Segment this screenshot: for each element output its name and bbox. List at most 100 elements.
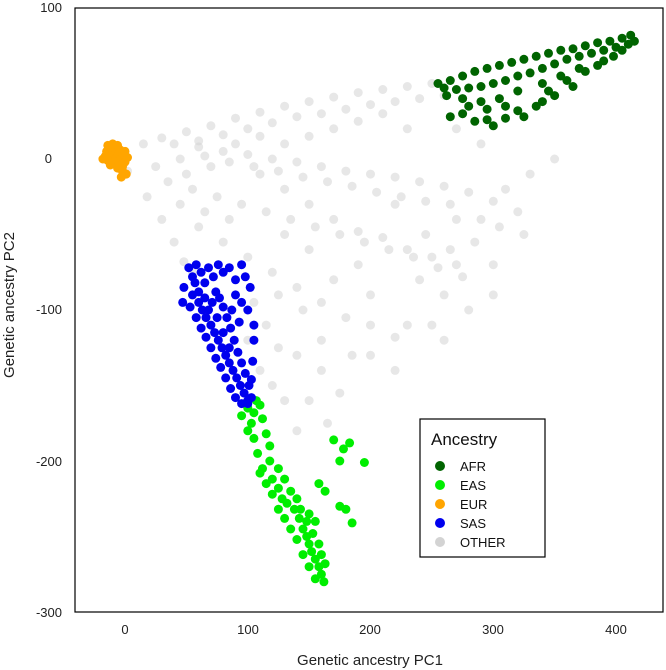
point-sas-1 — [184, 263, 194, 273]
point-sas-59 — [243, 305, 253, 315]
point-sas-65 — [190, 278, 200, 288]
point-eas-33 — [261, 479, 271, 489]
point-other-108 — [494, 222, 504, 232]
point-other-23 — [267, 154, 277, 164]
point-other-112 — [292, 426, 302, 436]
point-other-135 — [445, 199, 455, 209]
point-sas-11 — [231, 275, 240, 285]
legend-label-eur: EUR — [460, 497, 487, 512]
point-afr-55 — [464, 101, 474, 111]
point-other-48 — [218, 237, 228, 247]
point-other-72 — [378, 109, 388, 119]
point-other-35 — [188, 184, 197, 194]
point-afr-63 — [629, 36, 639, 46]
point-afr-10 — [556, 45, 566, 55]
point-eas-36 — [280, 474, 290, 484]
point-other-40 — [310, 222, 320, 232]
point-other-120 — [175, 199, 185, 209]
point-other-4 — [206, 121, 216, 131]
point-other-123 — [151, 162, 161, 172]
point-sas-3 — [191, 260, 201, 270]
point-other-55 — [390, 332, 400, 342]
point-other-74 — [329, 124, 339, 134]
point-afr-56 — [482, 104, 492, 114]
point-afr-36 — [494, 94, 504, 104]
point-eas-42 — [314, 539, 324, 549]
point-other-1 — [138, 139, 148, 149]
point-sas-35 — [226, 323, 236, 333]
y-tick-label-minus200: -200 — [36, 454, 62, 469]
point-other-24 — [292, 157, 302, 167]
point-sas-53 — [237, 399, 247, 409]
point-other-92 — [402, 320, 412, 330]
point-other-66 — [501, 184, 510, 194]
point-other-124 — [175, 154, 185, 164]
point-sas-51 — [226, 384, 236, 393]
point-sas-58 — [249, 320, 259, 330]
point-other-29 — [415, 177, 425, 187]
y-tick-label-minus300: -300 — [36, 605, 62, 620]
point-eas-4 — [258, 414, 267, 424]
point-other-16 — [169, 237, 179, 247]
point-eas-52 — [314, 479, 324, 489]
point-afr-45 — [470, 116, 480, 126]
point-afr-6 — [507, 57, 517, 67]
point-sas-8 — [213, 260, 223, 270]
point-afr-8 — [531, 51, 541, 61]
point-afr-15 — [617, 33, 627, 43]
point-eas-48 — [335, 456, 345, 466]
point-sas-45 — [196, 323, 206, 333]
point-afr-29 — [476, 82, 486, 91]
point-eas-19 — [304, 539, 314, 549]
point-other-6 — [255, 107, 265, 117]
point-other-137 — [218, 130, 228, 140]
x-tick-label-0: 0 — [121, 622, 128, 637]
point-eas-47 — [329, 435, 339, 445]
point-other-49 — [243, 252, 253, 262]
point-eas-5 — [243, 426, 253, 436]
point-other-99 — [353, 260, 363, 270]
point-other-37 — [237, 199, 247, 209]
point-eas-41 — [308, 529, 318, 538]
point-sas-23 — [224, 358, 234, 368]
point-other-145 — [415, 94, 425, 104]
point-sas-0 — [179, 282, 189, 292]
point-eas-53 — [320, 486, 330, 496]
point-afr-30 — [464, 83, 474, 93]
point-sas-19 — [210, 328, 220, 338]
x-tick-label-200: 200 — [359, 622, 381, 637]
point-other-78 — [231, 139, 240, 149]
point-other-46 — [458, 272, 468, 282]
point-eur-26 — [116, 172, 126, 182]
point-afr-26 — [513, 71, 523, 81]
point-other-54 — [366, 320, 375, 330]
point-other-89 — [316, 365, 326, 375]
point-other-141 — [316, 109, 326, 119]
point-eas-29 — [286, 524, 296, 534]
point-other-116 — [488, 260, 498, 270]
point-other-86 — [261, 320, 271, 330]
point-sas-67 — [234, 317, 244, 327]
points-layer — [98, 30, 639, 587]
point-other-21 — [218, 146, 228, 156]
point-other-61 — [378, 233, 388, 242]
point-other-58 — [304, 199, 314, 209]
point-afr-28 — [488, 79, 498, 88]
point-other-27 — [366, 169, 375, 179]
legend-swatch-afr — [435, 461, 445, 471]
point-afr-35 — [476, 97, 486, 107]
y-tick-label-0: 0 — [45, 151, 52, 166]
legend-label-eas: EAS — [460, 478, 486, 493]
point-afr-13 — [593, 38, 603, 48]
point-sas-6 — [204, 263, 213, 273]
point-other-126 — [224, 157, 234, 167]
point-eas-56 — [347, 518, 357, 528]
point-sas-48 — [211, 353, 221, 363]
point-other-7 — [280, 101, 290, 111]
point-afr-31 — [451, 85, 461, 94]
point-sas-70 — [224, 343, 234, 353]
point-other-83 — [267, 381, 277, 390]
point-afr-11 — [568, 44, 578, 54]
point-afr-20 — [587, 48, 596, 58]
y-tick-label-100: 100 — [40, 0, 62, 15]
